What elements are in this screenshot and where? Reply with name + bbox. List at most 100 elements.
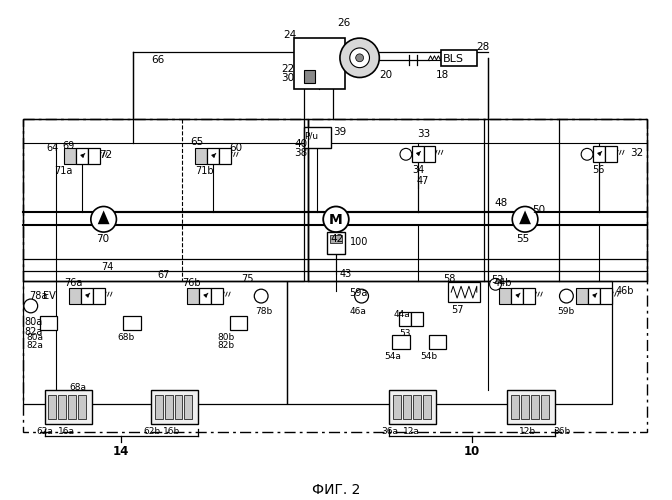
Bar	[304, 126, 331, 148]
Text: 39: 39	[333, 126, 346, 136]
Text: 44a: 44a	[393, 310, 410, 319]
Bar	[199, 288, 211, 304]
Text: 82a: 82a	[27, 342, 44, 350]
Text: 22: 22	[281, 64, 294, 74]
Bar	[187, 288, 199, 304]
Bar	[78, 394, 86, 419]
Text: P/u: P/u	[304, 132, 319, 140]
Text: 38: 38	[294, 148, 308, 158]
Text: 70: 70	[95, 234, 109, 244]
Bar	[207, 148, 219, 164]
Circle shape	[512, 206, 538, 232]
Text: 10: 10	[464, 445, 480, 458]
Bar	[155, 394, 163, 419]
Bar	[211, 288, 223, 304]
Text: 47: 47	[417, 176, 429, 186]
Bar	[523, 288, 535, 304]
Text: 53: 53	[399, 328, 411, 338]
Text: 78b: 78b	[255, 307, 273, 316]
Bar	[330, 235, 342, 243]
Text: 56: 56	[592, 165, 604, 175]
Text: 16b: 16b	[163, 427, 180, 436]
Circle shape	[323, 206, 349, 232]
Bar	[219, 148, 230, 164]
Text: 16a: 16a	[58, 427, 75, 436]
Bar	[23, 119, 647, 432]
Text: 82b: 82b	[218, 342, 235, 350]
Bar	[294, 38, 345, 90]
Circle shape	[24, 299, 38, 313]
Bar	[593, 146, 605, 162]
Text: 69: 69	[62, 140, 75, 150]
Text: 43: 43	[340, 268, 352, 278]
Bar	[393, 394, 401, 419]
Text: 48: 48	[495, 198, 508, 207]
Text: 59b: 59b	[558, 307, 575, 316]
Bar	[48, 394, 56, 419]
Text: 40: 40	[294, 138, 308, 148]
Text: 68b: 68b	[118, 332, 134, 342]
Circle shape	[560, 289, 573, 303]
Bar	[23, 282, 287, 405]
Text: 62b: 62b	[143, 427, 160, 436]
Text: 14: 14	[113, 445, 130, 458]
Text: ФИГ. 2: ФИГ. 2	[312, 483, 360, 497]
Bar	[195, 148, 207, 164]
Text: BLS: BLS	[444, 54, 464, 64]
Text: 28: 28	[476, 42, 489, 52]
Text: 72: 72	[99, 150, 112, 160]
Bar	[600, 288, 612, 304]
Bar	[541, 394, 548, 419]
Bar	[76, 148, 88, 164]
Polygon shape	[97, 210, 110, 224]
Text: 30: 30	[281, 72, 294, 83]
Bar	[81, 288, 93, 304]
Text: 76b: 76b	[182, 278, 201, 288]
Bar	[403, 394, 411, 419]
Text: 71b: 71b	[195, 166, 214, 176]
Bar	[392, 336, 410, 349]
Circle shape	[350, 48, 370, 68]
Bar	[175, 394, 182, 419]
Bar	[23, 119, 308, 282]
Bar	[605, 146, 617, 162]
Bar	[423, 146, 435, 162]
Bar	[448, 282, 480, 302]
Text: 80a: 80a	[25, 317, 43, 327]
Text: 50: 50	[532, 206, 545, 216]
Bar	[327, 232, 345, 254]
Text: 36a: 36a	[381, 427, 398, 436]
Text: 46a: 46a	[350, 307, 367, 316]
Circle shape	[400, 148, 412, 160]
Text: 46b: 46b	[616, 286, 634, 296]
Text: 58: 58	[444, 274, 456, 284]
Circle shape	[355, 54, 364, 62]
Bar	[511, 288, 523, 304]
Text: 62a: 62a	[37, 427, 54, 436]
Text: 60: 60	[230, 144, 243, 154]
Bar	[44, 390, 92, 424]
Bar	[308, 119, 647, 282]
Text: 12a: 12a	[403, 427, 420, 436]
Bar	[40, 316, 57, 330]
Text: 78a: 78a	[29, 291, 47, 301]
Text: 80a: 80a	[27, 332, 44, 342]
Text: 44b: 44b	[493, 278, 512, 288]
Text: 54a: 54a	[384, 352, 401, 361]
Text: 18: 18	[435, 70, 449, 80]
Text: 59a: 59a	[349, 288, 367, 298]
Bar	[588, 288, 600, 304]
Text: 24: 24	[283, 30, 296, 40]
Bar	[88, 148, 99, 164]
Bar	[68, 394, 76, 419]
Bar	[65, 148, 76, 164]
Bar	[304, 70, 315, 84]
Bar	[287, 282, 612, 405]
Text: 52: 52	[492, 276, 504, 285]
Bar	[58, 394, 67, 419]
Bar	[521, 394, 529, 419]
Text: 82a: 82a	[25, 326, 43, 336]
Text: 33: 33	[417, 128, 430, 138]
Text: 36b: 36b	[554, 427, 571, 436]
Circle shape	[340, 38, 379, 78]
